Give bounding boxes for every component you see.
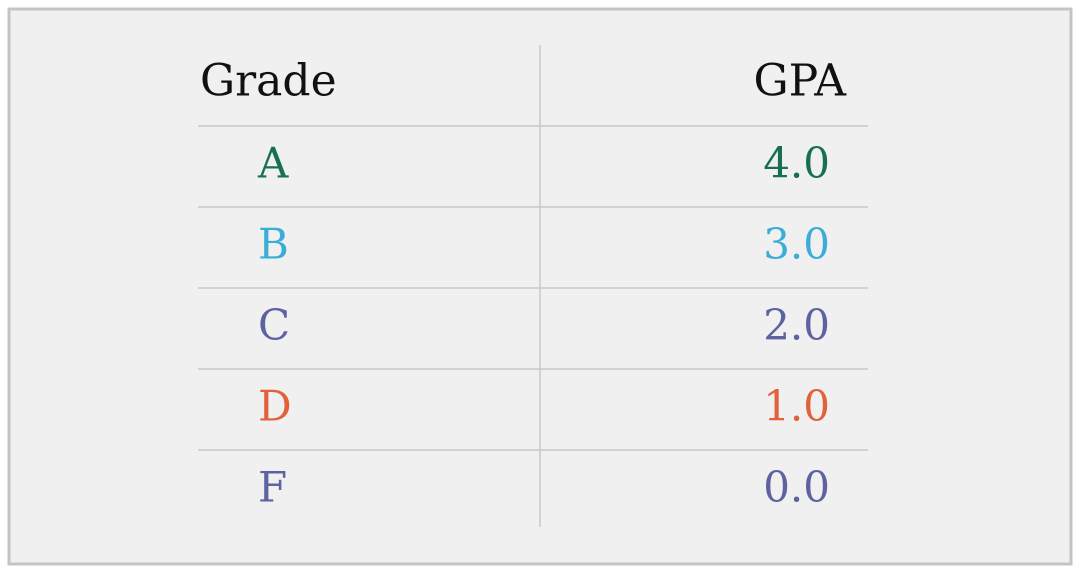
gpa-cell: 4.0: [763, 139, 830, 188]
gpa-cell: 2.0: [763, 301, 830, 350]
header-grade: Grade: [200, 56, 337, 107]
gpa-cell: 1.0: [763, 382, 830, 431]
grade-cell: A: [257, 139, 289, 188]
gpa-cell: 3.0: [763, 220, 830, 269]
grade-cell: B: [258, 220, 289, 269]
grade-cell: D: [258, 382, 292, 431]
gpa-cell: 0.0: [763, 463, 830, 512]
grade-cell: C: [258, 301, 290, 350]
grade-cell: F: [258, 463, 287, 512]
header-gpa: GPA: [754, 56, 848, 107]
